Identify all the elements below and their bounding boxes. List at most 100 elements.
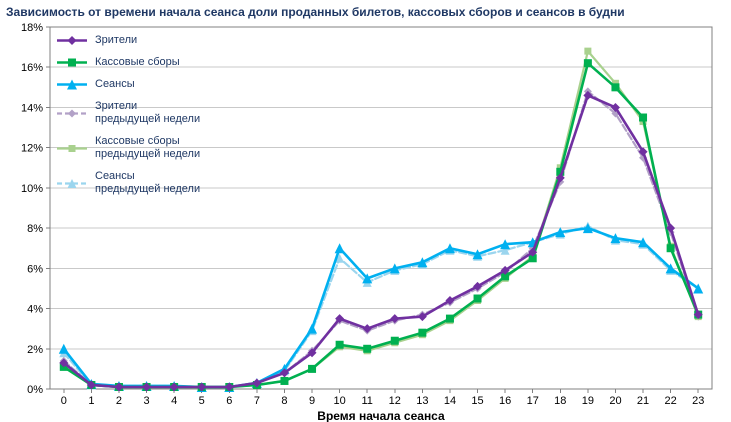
- marker-diamond: [307, 348, 317, 358]
- marker-triangle: [500, 239, 511, 250]
- legend-label: Зрители: [95, 34, 138, 46]
- legend-key-triangle-icon: [57, 79, 87, 90]
- marker-triangle: [335, 253, 345, 263]
- marker-square: [556, 167, 565, 176]
- legend-label: Кассовые сборы предыдущей недели: [95, 135, 201, 160]
- marker-square: [390, 336, 399, 345]
- legend-item: Зрители предыдущей недели: [56, 100, 200, 126]
- legend-key-diamond-icon: [57, 109, 87, 117]
- x-axis-title: Время начала сеанса: [317, 409, 445, 422]
- series-line: [62, 226, 700, 389]
- chart-plot-area: 0%2%4%6%8%10%12%14%16%18%0 1 2 3 4 5 6 7 8 9 10 11 1…: [21, 22, 713, 422]
- y-tick-label: 4%: [27, 304, 43, 316]
- legend-item: Сеансы предыдущей недели: [56, 170, 200, 196]
- marker-triangle: [582, 223, 593, 234]
- legend-key-diamond-icon: [57, 36, 87, 45]
- marker-triangle: [307, 323, 318, 334]
- x-tick-label: 20: [609, 395, 621, 407]
- marker-diamond: [224, 382, 234, 392]
- x-tick-label: 12: [389, 395, 401, 407]
- marker-triangle: [472, 249, 483, 260]
- marker-diamond: [528, 247, 538, 257]
- marker-diamond: [693, 310, 703, 320]
- marker-triangle: [67, 178, 77, 188]
- marker-triangle: [638, 237, 649, 248]
- marker-diamond: [142, 382, 152, 392]
- x-tick-label: 23: [692, 395, 704, 407]
- x-tick-label: 22: [665, 395, 677, 407]
- marker-triangle: [693, 283, 704, 294]
- legend-label: Сеансы: [95, 78, 135, 90]
- marker-diamond: [610, 102, 620, 112]
- y-tick-label: 16%: [21, 62, 43, 74]
- x-tick-label: 5: [199, 395, 205, 407]
- marker-square: [528, 254, 537, 263]
- plot-border: [49, 26, 713, 390]
- marker-diamond: [390, 314, 400, 324]
- marker-triangle: [334, 243, 345, 254]
- marker-square: [611, 83, 620, 92]
- x-tick-label: 15: [471, 395, 483, 407]
- legend-label: Зрители предыдущей недели: [95, 100, 201, 125]
- series-0: [59, 90, 703, 392]
- x-tick-label: 11: [361, 395, 372, 407]
- marker-square: [611, 79, 619, 87]
- x-tick-label: 9: [309, 395, 315, 407]
- x-tick-label: 17: [527, 395, 539, 407]
- marker-diamond: [583, 90, 593, 100]
- marker-triangle: [610, 233, 621, 244]
- marker-diamond: [114, 382, 124, 392]
- y-tick-label: 0%: [27, 384, 43, 396]
- marker-triangle: [362, 273, 373, 284]
- y-tick-label: 2%: [27, 344, 43, 356]
- series-line: [62, 225, 700, 389]
- legend-key-triangle-icon: [57, 178, 87, 188]
- legend-key-square-icon: [57, 58, 87, 67]
- marker-diamond: [252, 378, 262, 388]
- marker-diamond: [67, 36, 77, 45]
- series-5: [59, 221, 703, 392]
- marker-diamond: [362, 324, 372, 334]
- marker-square: [584, 47, 592, 55]
- marker-square: [335, 340, 344, 349]
- marker-square: [418, 328, 427, 337]
- y-tick-label: 12%: [21, 143, 43, 155]
- marker-diamond: [638, 147, 648, 157]
- marker-diamond: [59, 358, 69, 368]
- legend-label: Кассовые сборы: [95, 56, 180, 68]
- marker-diamond: [68, 109, 76, 117]
- marker-square: [583, 59, 592, 68]
- y-tick-label: 8%: [27, 223, 43, 235]
- marker-triangle: [389, 263, 400, 274]
- marker-triangle: [555, 227, 566, 238]
- legend-item: Кассовые сборы предыдущей недели: [56, 135, 200, 161]
- x-tick-label: 21: [637, 395, 649, 407]
- marker-diamond: [555, 173, 565, 183]
- marker-diamond: [279, 368, 289, 378]
- marker-square: [363, 344, 372, 353]
- marker-triangle: [67, 79, 77, 90]
- y-tick-label: 14%: [21, 102, 43, 114]
- marker-diamond: [335, 314, 345, 324]
- series-2: [58, 223, 704, 392]
- x-tick-label: 4: [171, 395, 177, 407]
- marker-diamond: [197, 382, 207, 392]
- marker-diamond: [86, 380, 96, 390]
- marker-square: [308, 364, 317, 373]
- x-tick-label: 14: [444, 395, 456, 407]
- x-tick-label: 13: [416, 395, 428, 407]
- marker-square: [666, 244, 675, 253]
- x-tick-label: 18: [554, 395, 566, 407]
- marker-square: [68, 58, 76, 67]
- x-tick-label: 2: [116, 395, 122, 407]
- marker-diamond: [445, 296, 455, 306]
- legend-item: Сеансы: [56, 78, 200, 91]
- legend-item: Зрители: [56, 34, 200, 47]
- marker-square: [501, 272, 510, 281]
- marker-square: [639, 113, 648, 122]
- marker-triangle: [417, 257, 428, 268]
- marker-triangle: [500, 245, 510, 255]
- x-tick-label: 8: [281, 395, 287, 407]
- x-tick-label: 10: [334, 395, 346, 407]
